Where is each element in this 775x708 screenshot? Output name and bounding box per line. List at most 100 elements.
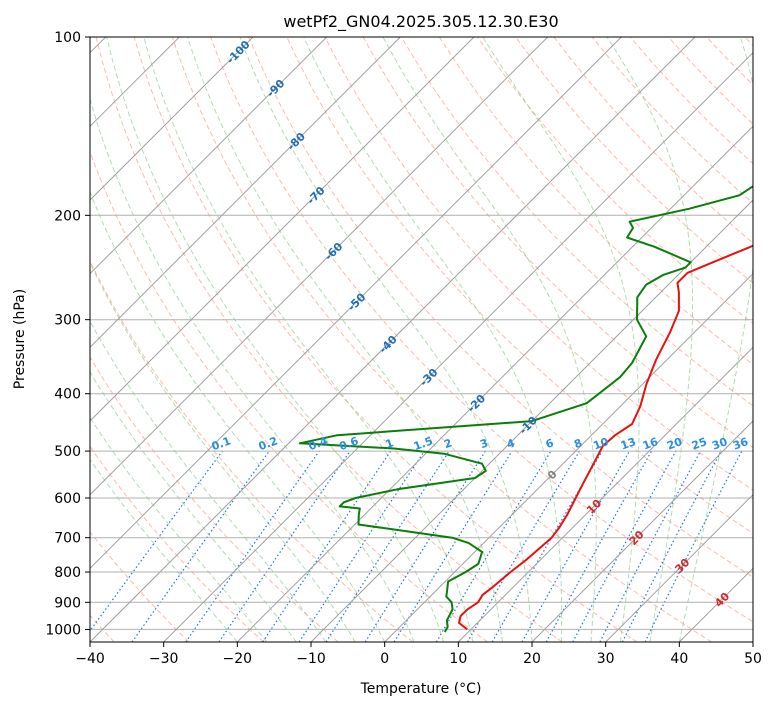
isotherm-line <box>90 37 475 422</box>
x-tick-label: 20 <box>523 651 541 667</box>
moist-adiabat-line <box>482 37 640 642</box>
dry-adiabat-line <box>400 37 753 407</box>
isotherm-line <box>163 51 753 642</box>
mixing-ratio-label: 10 <box>591 435 610 453</box>
isotherm-line <box>90 37 549 496</box>
dry-adiabat-line <box>90 445 264 642</box>
isotherm-gridlines <box>90 37 753 642</box>
mixing-ratio-label: 13 <box>619 435 638 452</box>
mixing-ratio-label: 20 <box>665 435 684 453</box>
isotherm-line <box>457 346 753 642</box>
isotherm-line <box>310 199 753 642</box>
moist-adiabat-line <box>382 37 597 642</box>
moist-adiabat-line <box>90 458 238 642</box>
plot-frame <box>89 36 754 643</box>
dry-adiabat-line <box>90 356 339 642</box>
mixing-ratio-line <box>90 450 223 632</box>
mixing-ratio-label: 0.2 <box>257 434 280 453</box>
y-axis-ticks: 1000 900 800 700 600 500 400 300 200 100 <box>45 30 90 638</box>
moist-adiabat-line <box>106 37 445 642</box>
mixing-ratio-line <box>545 450 653 642</box>
mixing-ratio-label: 8 <box>572 436 584 451</box>
x-tick-label: 50 <box>744 651 762 667</box>
isotherm-line <box>384 272 753 642</box>
mixing-ratio-label: 1 <box>384 436 396 451</box>
mixing-ratio-label: 36 <box>731 435 750 453</box>
x-tick-label: 0 <box>380 651 389 667</box>
profile-series <box>298 185 753 633</box>
mixing-ratio-line <box>298 450 425 642</box>
isotherm-line <box>531 420 753 642</box>
moist-adiabat-line <box>239 37 533 642</box>
mixing-ratio-label: 0.4 <box>307 434 330 453</box>
y-tick-label: 300 <box>54 313 81 329</box>
chart-title: wetPf2_GN04.2025.305.12.30.E30 <box>283 12 558 32</box>
mixing-ratio-label: 25 <box>690 435 709 452</box>
y-tick-label: 100 <box>54 30 81 46</box>
moist-adiabat-line <box>90 416 268 642</box>
moist-adiabat-line <box>90 320 327 642</box>
dry-adiabat-line <box>90 150 488 642</box>
y-tick-label: 600 <box>54 491 81 507</box>
mixing-ratio-line <box>131 450 270 642</box>
y-tick-label: 400 <box>54 387 81 403</box>
mixing-ratio-label: 16 <box>641 435 660 453</box>
mixing-ratio-line <box>262 450 392 642</box>
isotherm-line <box>90 37 622 570</box>
mixing-ratio-label: 2 <box>442 436 454 451</box>
mixing-ratio-line <box>521 450 631 642</box>
isotherm-line <box>605 493 753 642</box>
mixing-ratio-label: 30 <box>710 435 729 453</box>
mixing-ratio-line <box>393 450 513 642</box>
moist-adiabat-line <box>90 190 386 642</box>
dry-adiabat-line <box>210 37 753 623</box>
mixing-ratio-label: 6 <box>544 436 556 451</box>
x-tick-label: 10 <box>449 651 467 667</box>
mixing-ratio-line <box>572 450 677 642</box>
mixing-ratio-line <box>218 450 351 642</box>
mixing-ratio-label: 0.6 <box>338 434 361 453</box>
x-tick-label: −10 <box>296 651 326 667</box>
x-tick-label: −20 <box>223 651 253 667</box>
x-tick-label: −30 <box>149 651 179 667</box>
dry-adiabat-line <box>133 37 638 642</box>
mixing-ratio-label: 4 <box>505 436 517 451</box>
isobar-gridlines <box>90 37 753 630</box>
dry-adiabat-line <box>248 37 753 578</box>
dry-adiabat-line <box>90 531 190 642</box>
isotherm-line <box>90 37 254 201</box>
moist-adiabat-line <box>90 261 356 642</box>
moist-adiabat-line <box>606 37 694 642</box>
mixing-ratio-line <box>325 450 450 642</box>
x-tick-label: −40 <box>75 651 105 667</box>
dewpoint-profile-line <box>298 185 753 633</box>
mixing-ratio-label: 3 <box>478 436 490 451</box>
dry-adiabat-line <box>171 37 712 642</box>
mixing-ratio-lines <box>90 450 743 642</box>
moist-adiabat-line <box>187 37 503 642</box>
moist-adiabat-line <box>678 37 753 642</box>
mixing-ratio-label: 0.1 <box>210 434 233 453</box>
temperature-profile-line <box>458 244 753 631</box>
isotherm-line <box>90 37 696 642</box>
y-tick-label: 700 <box>54 531 81 547</box>
isotherm-line <box>236 125 753 642</box>
moist-adiabat-line <box>303 37 563 642</box>
y-tick-label: 900 <box>54 595 81 611</box>
dry-adiabat-line <box>95 37 563 642</box>
isotherm-line <box>90 37 401 349</box>
isotherm-line <box>90 37 328 275</box>
dry-adiabat-line <box>324 37 753 491</box>
mixing-ratio-label: 1.5 <box>412 434 435 453</box>
y-tick-label: 500 <box>54 444 81 460</box>
x-axis-ticks: −40 −30 −20 −10 0 10 20 30 40 50 <box>75 642 762 667</box>
mixing-ratio-line <box>185 450 320 642</box>
x-tick-label: 40 <box>670 651 688 667</box>
y-tick-label: 800 <box>54 565 81 581</box>
x-axis-label: Temperature (°C) <box>360 681 482 697</box>
y-axis-label: Pressure (hPa) <box>12 289 28 389</box>
dry-adiabat-line <box>515 37 753 284</box>
mixing-ratio-line <box>644 450 743 642</box>
